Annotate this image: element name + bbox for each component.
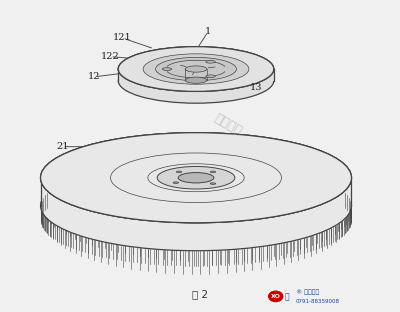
- Text: 21: 21: [56, 142, 69, 151]
- Text: 0791-88359008: 0791-88359008: [296, 299, 340, 304]
- Circle shape: [267, 290, 284, 303]
- Ellipse shape: [173, 182, 178, 183]
- Ellipse shape: [157, 167, 235, 189]
- Ellipse shape: [178, 173, 214, 183]
- Ellipse shape: [162, 68, 172, 71]
- Text: 1: 1: [205, 27, 211, 36]
- Ellipse shape: [143, 54, 249, 84]
- Ellipse shape: [118, 47, 274, 91]
- Ellipse shape: [118, 47, 274, 91]
- Ellipse shape: [210, 171, 216, 173]
- Ellipse shape: [40, 133, 352, 223]
- Polygon shape: [40, 178, 352, 206]
- Text: 吉: 吉: [284, 292, 289, 301]
- Text: 图 2: 图 2: [192, 289, 208, 299]
- Ellipse shape: [118, 47, 274, 91]
- Text: 13: 13: [250, 83, 262, 92]
- Ellipse shape: [206, 75, 215, 78]
- Ellipse shape: [118, 58, 274, 103]
- Text: XO: XO: [271, 294, 281, 299]
- Ellipse shape: [40, 161, 352, 251]
- Ellipse shape: [40, 133, 352, 223]
- Text: ® 旭洁环保: ® 旭洁环保: [296, 290, 319, 295]
- Ellipse shape: [206, 61, 215, 63]
- Text: 12: 12: [88, 72, 101, 81]
- Ellipse shape: [40, 133, 352, 223]
- Ellipse shape: [210, 183, 216, 184]
- Text: 121: 121: [113, 33, 132, 42]
- Ellipse shape: [185, 77, 207, 83]
- Text: 旭洁环保: 旭洁环保: [212, 112, 244, 138]
- Polygon shape: [118, 69, 274, 81]
- Ellipse shape: [185, 66, 207, 72]
- Text: 122: 122: [101, 52, 120, 61]
- Ellipse shape: [176, 171, 182, 173]
- Ellipse shape: [156, 57, 236, 81]
